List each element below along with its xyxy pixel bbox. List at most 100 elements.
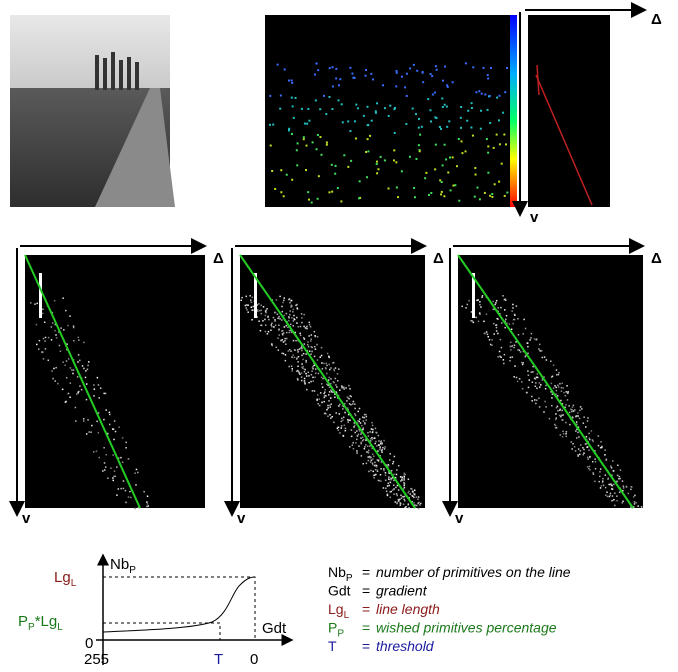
speckle: [589, 456, 591, 459]
curve: [102, 576, 256, 633]
point: [458, 199, 461, 202]
speckle: [331, 415, 333, 418]
sub: P: [129, 565, 136, 576]
point: [421, 71, 424, 74]
speckle: [104, 392, 107, 395]
point: [405, 94, 408, 97]
speckle: [564, 406, 566, 409]
speckle: [377, 434, 380, 437]
speckle: [302, 365, 304, 368]
point: [307, 107, 310, 110]
point: [387, 114, 390, 117]
speckle: [472, 321, 475, 324]
speckle: [305, 359, 307, 362]
speckle: [358, 430, 361, 432]
speckle: [288, 316, 290, 319]
speckle: [147, 505, 150, 507]
speckle: [340, 420, 343, 423]
point: [503, 133, 506, 136]
point: [504, 143, 507, 146]
speckle: [369, 440, 372, 442]
speckle: [370, 428, 373, 430]
speckle: [392, 484, 395, 486]
point: [474, 167, 477, 170]
speckle: [54, 323, 57, 326]
speckle: [292, 325, 294, 327]
speckle: [88, 361, 90, 363]
point: [413, 196, 416, 199]
speckle: [317, 372, 320, 375]
speckle: [262, 306, 265, 308]
speckle: [349, 395, 352, 397]
speckle: [558, 414, 561, 417]
speckle: [291, 317, 293, 319]
speckle: [555, 413, 557, 415]
speckle: [288, 329, 291, 332]
speckle: [334, 396, 336, 398]
speckle: [353, 426, 355, 428]
speckle: [135, 468, 138, 471]
point: [464, 62, 467, 65]
speckle: [504, 320, 506, 323]
speckle: [312, 380, 314, 382]
speckle: [34, 303, 36, 305]
point: [395, 69, 398, 72]
speckle: [390, 477, 392, 480]
point: [487, 77, 490, 80]
speckle: [296, 357, 298, 360]
point: [417, 144, 420, 147]
speckle: [381, 443, 383, 446]
speckle: [328, 376, 331, 379]
speckle: [350, 395, 353, 398]
speckle: [77, 392, 80, 395]
speckle: [290, 365, 293, 367]
speckle: [558, 371, 560, 374]
point: [335, 77, 338, 80]
speckle: [330, 378, 332, 380]
speckle: [327, 404, 329, 407]
speckle: [114, 475, 116, 478]
speckle: [577, 412, 579, 414]
point: [503, 194, 506, 197]
speckle: [394, 476, 397, 479]
speckle: [390, 490, 393, 493]
speckle: [120, 487, 122, 490]
speckle: [403, 499, 406, 502]
point: [489, 194, 492, 197]
speckle: [245, 295, 248, 298]
speckle: [534, 385, 537, 388]
speckle: [400, 480, 402, 482]
speckle: [611, 485, 614, 487]
speckle: [587, 467, 590, 470]
speckle: [504, 309, 506, 311]
point: [310, 201, 313, 204]
speckle: [383, 439, 385, 442]
speckle: [275, 299, 278, 301]
speckle: [403, 479, 405, 482]
speckle: [308, 375, 310, 377]
speckle: [578, 436, 580, 438]
speckle: [30, 302, 32, 304]
speckle: [579, 444, 582, 446]
speckle: [317, 402, 319, 405]
speckle: [323, 395, 326, 397]
point: [435, 68, 438, 71]
speckle: [308, 381, 310, 384]
speckle: [99, 387, 102, 389]
speckle: [103, 418, 105, 421]
speckle: [375, 464, 378, 467]
point: [290, 96, 293, 99]
speckle: [382, 446, 384, 449]
speckle: [561, 403, 564, 405]
speckle: [545, 384, 547, 387]
point: [395, 85, 398, 88]
speckle: [285, 312, 288, 315]
speckle: [610, 466, 613, 469]
speckle: [479, 313, 481, 316]
point: [387, 187, 390, 190]
point: [328, 95, 331, 98]
speckle: [73, 339, 75, 342]
speckle: [418, 501, 420, 504]
point: [362, 114, 365, 117]
point: [502, 111, 505, 114]
